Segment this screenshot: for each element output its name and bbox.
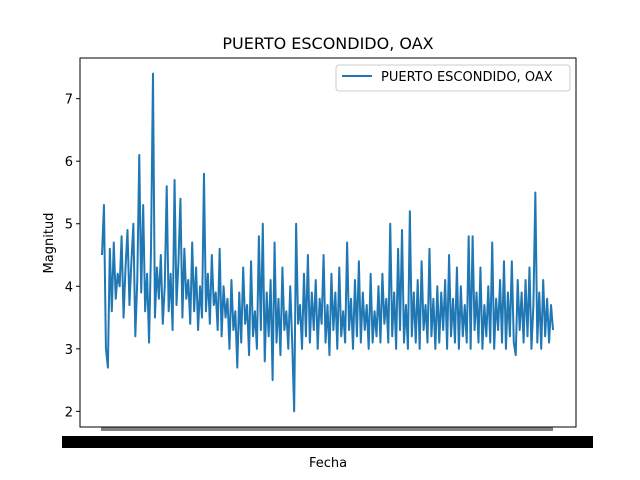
series-line <box>101 72 554 413</box>
plot-frame <box>79 57 577 428</box>
y-tick-label: 6 <box>65 155 73 170</box>
legend: PUERTO ESCONDIDO, OAX <box>335 64 571 92</box>
x-tick-labels-overlapping <box>62 436 593 448</box>
legend-label: PUERTO ESCONDIDO, OAX <box>381 70 553 85</box>
chart-title: PUERTO ESCONDIDO, OAX <box>222 34 433 53</box>
y-tick-label: 3 <box>65 343 73 358</box>
legend-box <box>335 64 571 92</box>
x-axis-label: Fecha <box>309 456 347 471</box>
y-axis-label: Magnitud <box>42 213 57 274</box>
y-tick-label: 2 <box>65 405 73 420</box>
plot-area <box>101 72 554 413</box>
y-tick-label: 4 <box>65 280 73 295</box>
y-tick-label: 7 <box>65 93 73 108</box>
y-tick-label: 5 <box>65 218 73 233</box>
y-axis-ticks: 2 3 4 5 6 7 <box>65 93 80 420</box>
x-axis-ticks <box>62 427 593 448</box>
